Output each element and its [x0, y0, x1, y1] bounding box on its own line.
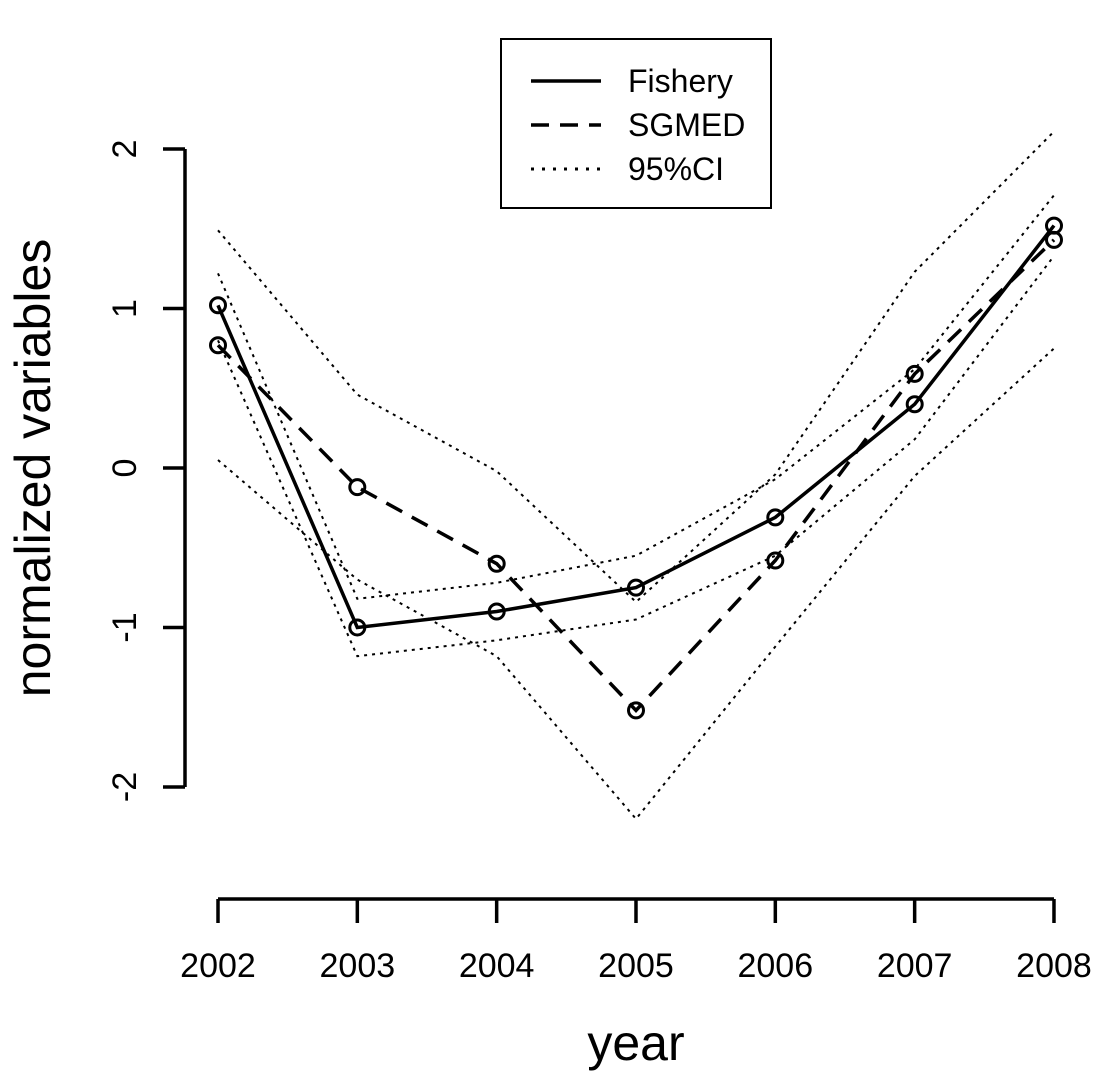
x-axis-title: year: [587, 1015, 684, 1071]
y-tick-label: 1: [106, 299, 144, 318]
y-axis: -2 -1 0 1 2: [106, 140, 187, 802]
confidence-bands: [217, 130, 1055, 821]
point-sgmed-2007: [905, 364, 924, 383]
x-tick-label: 2008: [1016, 947, 1092, 985]
y-tick-label: -1: [106, 612, 144, 642]
y-tick-label: 0: [106, 459, 144, 478]
y-tick-label: 2: [106, 140, 144, 159]
x-tick-label: 2006: [737, 947, 813, 985]
point-sgmed-2006: [766, 551, 785, 570]
point-sgmed-2003: [348, 478, 367, 497]
point-fishery-2006: [766, 508, 785, 527]
point-sgmed-2008: [1045, 230, 1063, 249]
point-sgmed-2004: [487, 554, 506, 573]
legend-label-sgmed: SGMED: [628, 107, 745, 143]
x-tick-label: 2004: [459, 947, 535, 985]
point-fishery-2004: [487, 602, 506, 621]
point-fishery-2003: [348, 618, 367, 637]
point-sgmed-2002: [209, 336, 227, 355]
ci-upper-line-sgmed: [217, 130, 1055, 604]
x-tick-label: 2007: [877, 947, 953, 985]
ci-lower-line-sgmed: [217, 347, 1055, 821]
line-fishery: [216, 224, 1056, 630]
line-sgmed: [216, 238, 1056, 713]
ci-upper-line-fishery: [217, 194, 1055, 600]
series-lines: [216, 224, 1056, 713]
x-tick-label: 2003: [320, 947, 396, 985]
ci-lower-line-fishery: [217, 255, 1055, 658]
y-axis-title: normalized variables: [5, 239, 61, 698]
legend: Fishery SGMED 95%CI: [500, 38, 772, 209]
x-axis: 2002 2003 2004 2005 2006 2007 2008: [180, 897, 1092, 985]
point-fishery-2005: [627, 578, 645, 597]
legend-label-fishery: Fishery: [628, 63, 733, 99]
x-tick-label: 2005: [598, 947, 674, 985]
point-fishery-2002: [209, 296, 227, 315]
point-sgmed-2005: [627, 701, 645, 720]
legend-label-ci: 95%CI: [628, 151, 724, 187]
x-tick-label: 2002: [180, 947, 256, 985]
series-markers: [209, 216, 1063, 720]
y-tick-label: -2: [106, 772, 144, 802]
point-fishery-2007: [905, 395, 924, 414]
